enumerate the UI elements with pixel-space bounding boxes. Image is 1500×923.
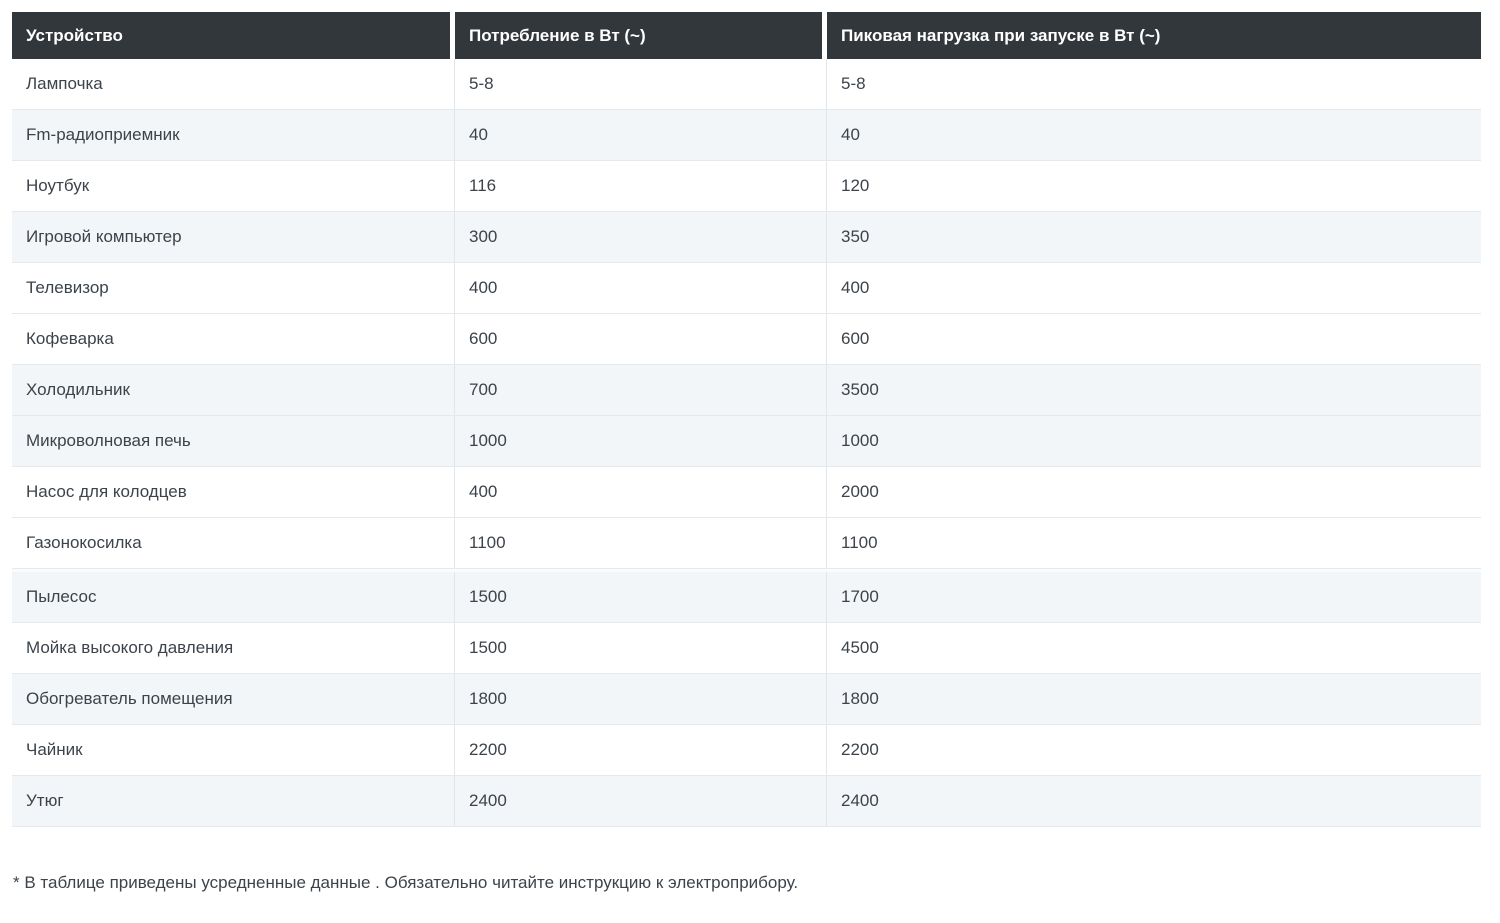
device-cell: Обогреватель помещения bbox=[12, 674, 455, 724]
peak-load-cell: 120 bbox=[841, 176, 870, 195]
peak-load-cell: 600 bbox=[841, 329, 870, 348]
peak-load-cell: 2200 bbox=[841, 740, 879, 759]
consumption-cell: 2400 bbox=[455, 776, 827, 826]
peak-load-cell: 1800 bbox=[841, 689, 879, 708]
peak-load-cell: 1700 bbox=[841, 587, 879, 606]
consumption-cell: 116 bbox=[455, 161, 827, 211]
peak-load-cell: 2000 bbox=[841, 482, 879, 501]
table-header-row: Устройство Потребление в Вт (~) Пиковая … bbox=[12, 12, 1481, 59]
device-cell: Насос для колодцев bbox=[12, 467, 455, 517]
consumption-cell: 700 bbox=[455, 365, 827, 415]
consumption-cell: 400 bbox=[455, 467, 827, 517]
table-row: Чайник 2200 2200 bbox=[12, 725, 1481, 776]
consumption-cell: 1500 bbox=[455, 572, 827, 622]
consumption-cell: 5-8 bbox=[455, 59, 827, 109]
table-row: Телевизор 400 400 bbox=[12, 263, 1481, 314]
device-cell: Пылесос bbox=[12, 572, 455, 622]
table-row: Обогреватель помещения 1800 1800 bbox=[12, 674, 1481, 725]
device-cell: Микроволновая печь bbox=[12, 416, 455, 466]
device-cell: Холодильник bbox=[12, 365, 455, 415]
header-cell-device: Устройство bbox=[12, 12, 455, 59]
consumption-cell: 2200 bbox=[455, 725, 827, 775]
device-cell: Чайник bbox=[12, 725, 455, 775]
consumption-cell: 40 bbox=[455, 110, 827, 160]
table-row: Fm-радиоприемник 40 40 bbox=[12, 110, 1481, 161]
peak-load-cell: 4500 bbox=[841, 638, 879, 657]
consumption-cell: 1100 bbox=[455, 518, 827, 568]
table-row: Насос для колодцев 400 2000 bbox=[12, 467, 1481, 518]
device-cell: Газонокосилка bbox=[12, 518, 455, 568]
device-cell: Кофеварка bbox=[12, 314, 455, 364]
table-row: Пылесос 1500 1700 bbox=[12, 569, 1481, 623]
table-row: Газонокосилка 1100 1100 bbox=[12, 518, 1481, 569]
consumption-cell: 1800 bbox=[455, 674, 827, 724]
table-body: Лампочка 5-8 5-8 Fm-радиоприемник 40 40 … bbox=[12, 59, 1481, 827]
peak-load-cell: 400 bbox=[841, 278, 870, 297]
peak-load-cell: 40 bbox=[841, 125, 860, 144]
consumption-cell: 400 bbox=[455, 263, 827, 313]
device-cell: Телевизор bbox=[12, 263, 455, 313]
consumption-cell: 600 bbox=[455, 314, 827, 364]
consumption-cell: 300 bbox=[455, 212, 827, 262]
peak-load-cell: 1000 bbox=[841, 431, 879, 450]
device-power-table: Устройство Потребление в Вт (~) Пиковая … bbox=[12, 12, 1481, 827]
header-cell-peak-load: Пиковая нагрузка при запуске в Вт (~) bbox=[841, 25, 1161, 45]
peak-load-cell: 3500 bbox=[841, 380, 879, 399]
consumption-cell: 1500 bbox=[455, 623, 827, 673]
device-cell: Ноутбук bbox=[12, 161, 455, 211]
table-row: Микроволновая печь 1000 1000 bbox=[12, 416, 1481, 467]
table-row: Холодильник 700 3500 bbox=[12, 365, 1481, 416]
peak-load-cell: 1100 bbox=[841, 533, 878, 552]
table-row: Кофеварка 600 600 bbox=[12, 314, 1481, 365]
peak-load-cell: 5-8 bbox=[841, 74, 866, 93]
device-cell: Fm-радиоприемник bbox=[12, 110, 455, 160]
table-row: Утюг 2400 2400 bbox=[12, 776, 1481, 827]
footnote-text: * В таблице приведены усредненные данные… bbox=[13, 873, 799, 892]
device-cell: Мойка высокого давления bbox=[12, 623, 455, 673]
peak-load-cell: 350 bbox=[841, 227, 870, 246]
consumption-cell: 1000 bbox=[455, 416, 827, 466]
header-cell-consumption: Потребление в Вт (~) bbox=[455, 12, 827, 59]
device-cell: Утюг bbox=[12, 776, 455, 826]
table-row: Игровой компьютер 300 350 bbox=[12, 212, 1481, 263]
table-row: Ноутбук 116 120 bbox=[12, 161, 1481, 212]
table-row: Лампочка 5-8 5-8 bbox=[12, 59, 1481, 110]
table-row: Мойка высокого давления 1500 4500 bbox=[12, 623, 1481, 674]
device-cell: Игровой компьютер bbox=[12, 212, 455, 262]
device-cell: Лампочка bbox=[12, 59, 455, 109]
peak-load-cell: 2400 bbox=[841, 791, 879, 810]
